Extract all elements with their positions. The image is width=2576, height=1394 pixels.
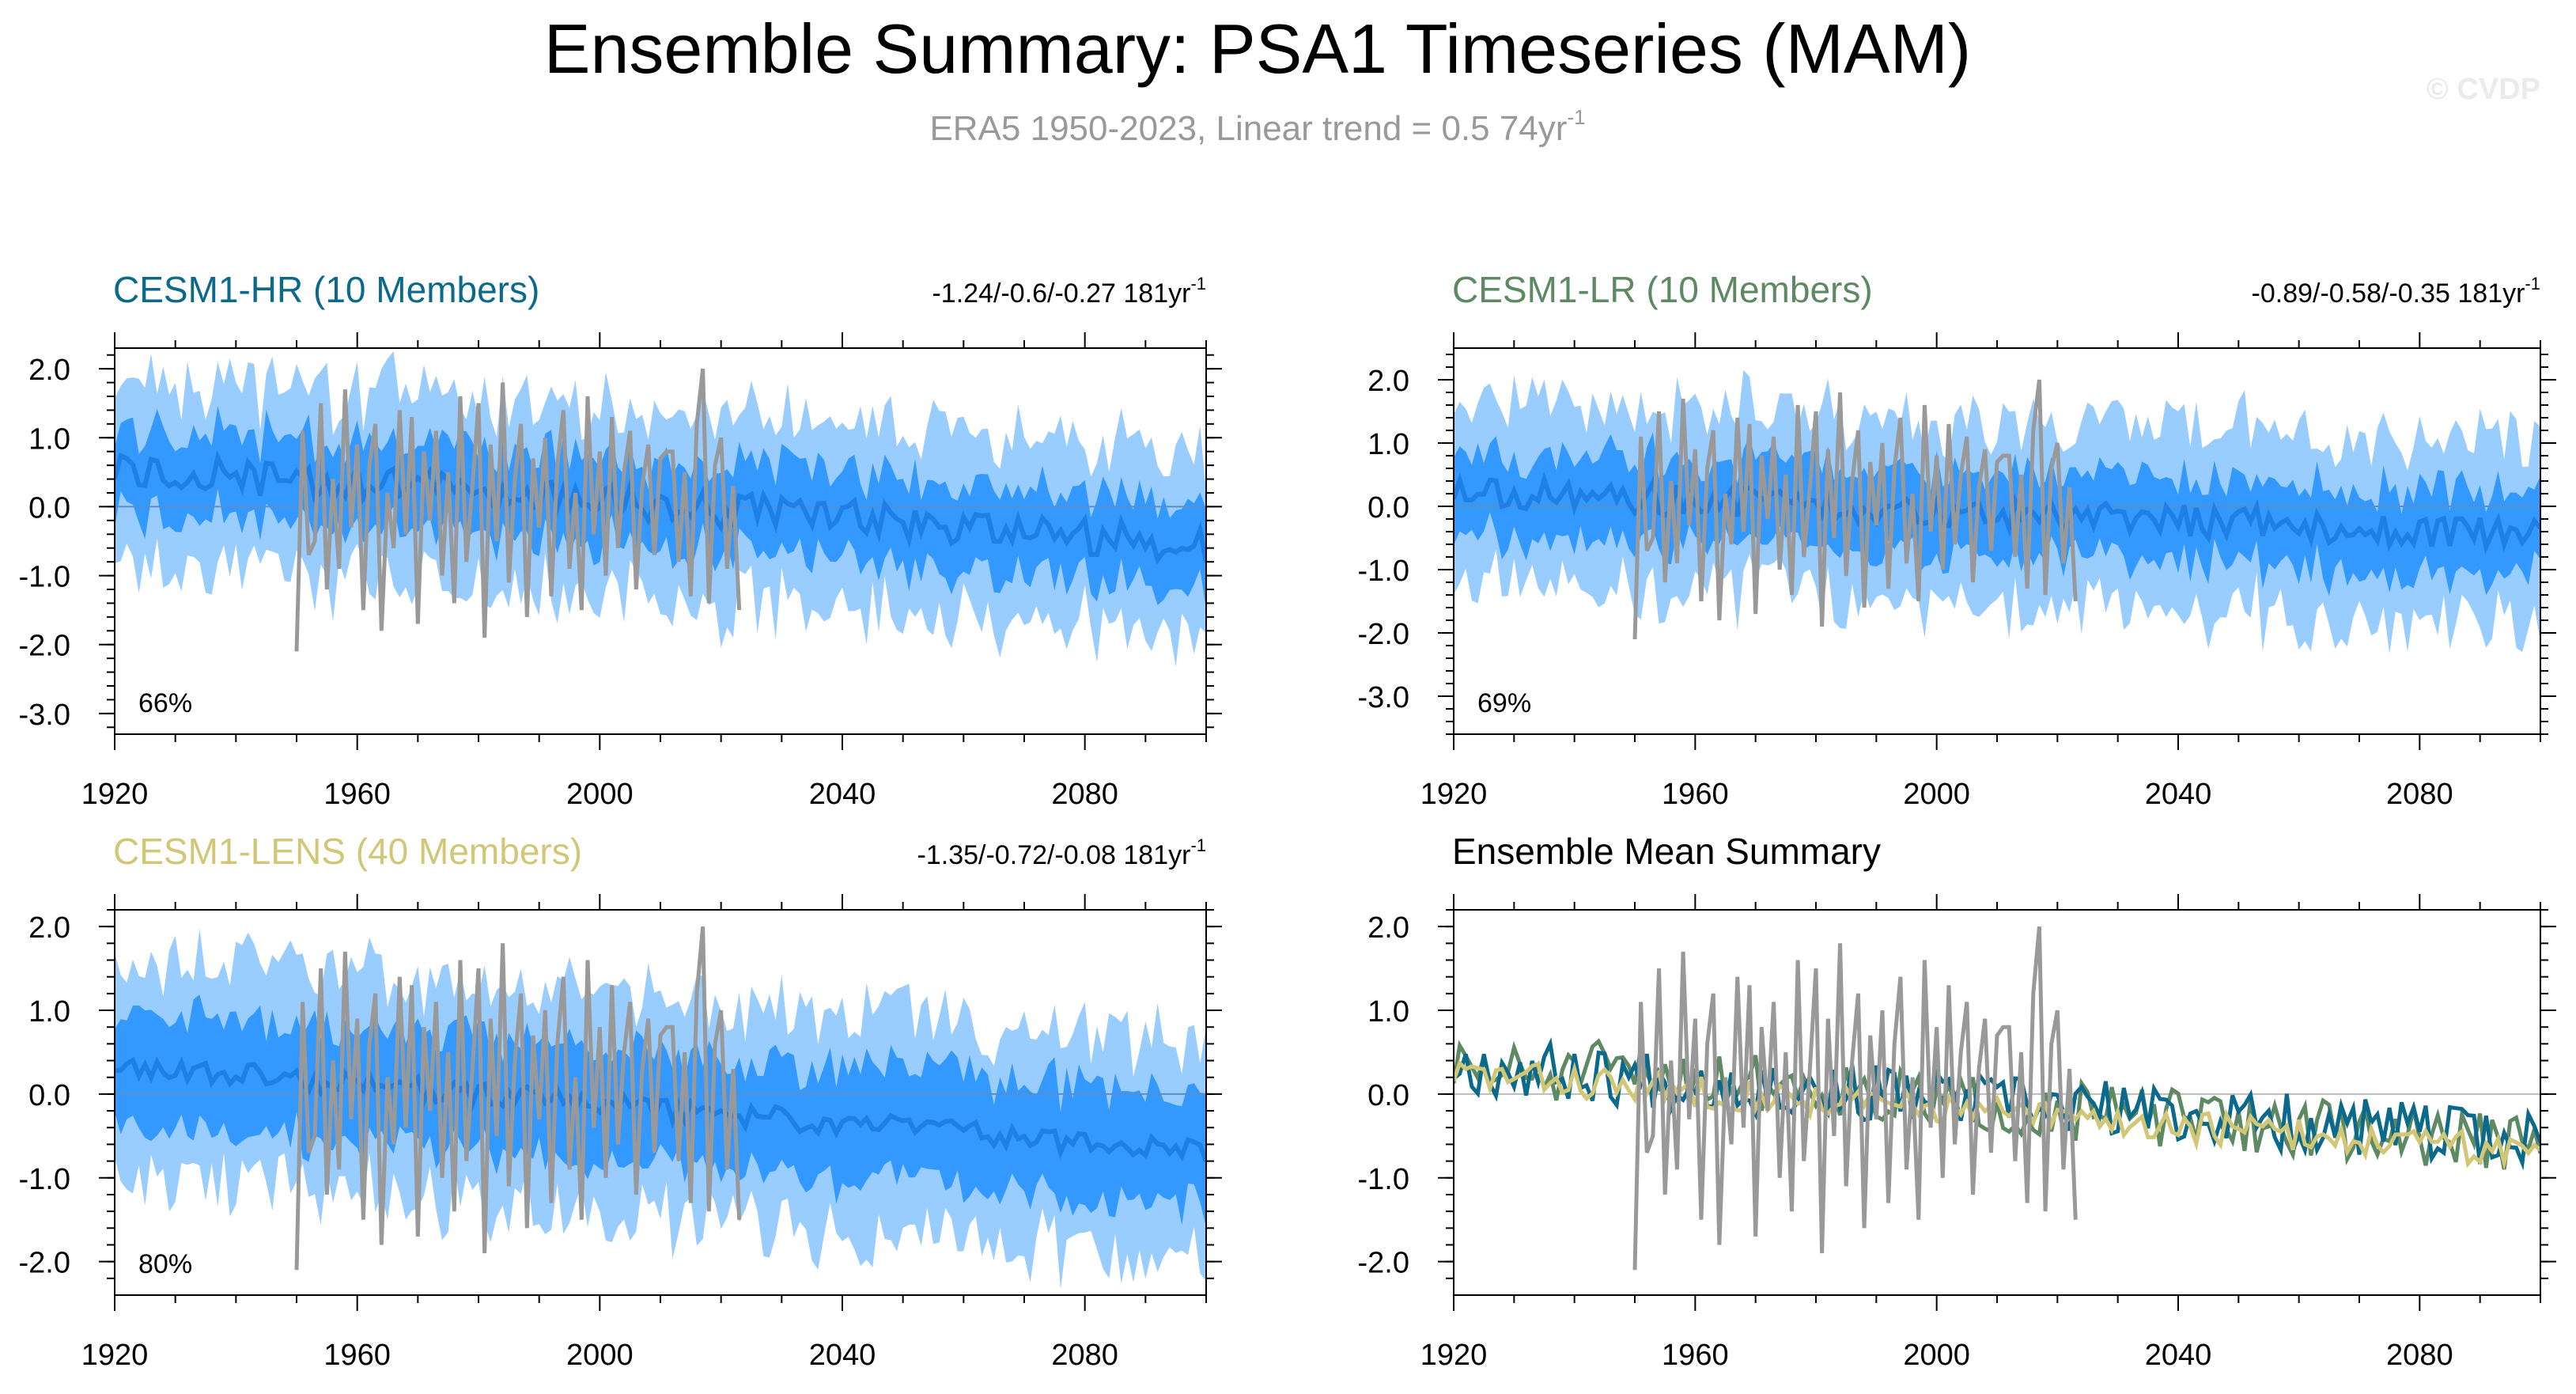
x-tick-label: 2000 — [566, 778, 634, 811]
x-tick-label: 2040 — [2145, 1339, 2212, 1372]
y-tick-label: 2.0 — [28, 911, 70, 945]
percent-label: 80% — [138, 1249, 192, 1279]
x-tick-label: 2080 — [2386, 1339, 2453, 1372]
y-tick-label: 0.0 — [28, 491, 70, 525]
y-tick-label: -1.0 — [19, 1163, 70, 1196]
trend-text: -1.35/-0.72/-0.08 181yr — [917, 840, 1191, 870]
obs-era5-line — [294, 926, 742, 1271]
y-tick-label: 2.0 — [1367, 911, 1409, 945]
trend-label: -1.35/-0.72/-0.08 181yr-1 — [917, 835, 1206, 870]
figure-subtitle: ERA5 1950-2023, Linear trend = 0.5 74yr-… — [929, 105, 1585, 148]
y-tick-label: -3.0 — [1358, 681, 1409, 714]
y-tick-label: 0.0 — [28, 1079, 70, 1112]
x-tick-label: 1960 — [1662, 1339, 1729, 1372]
obs-era5-line — [294, 368, 742, 652]
x-tick-label: 2000 — [1903, 778, 1970, 811]
panel-title: CESM1-LENS (40 Members) — [113, 831, 582, 872]
subtitle-sup: -1 — [1567, 105, 1585, 129]
y-tick-label: 1.0 — [28, 422, 70, 456]
plot-area — [1454, 926, 2540, 1271]
y-tick-label: 0.0 — [1367, 491, 1409, 525]
x-tick-label: 1960 — [1662, 778, 1729, 811]
trend-sup: -1 — [1190, 274, 1206, 294]
inner-spread-band — [115, 406, 1206, 609]
trend-label: -1.24/-0.6/-0.27 181yr-1 — [932, 274, 1206, 309]
percent-label: 69% — [1477, 688, 1531, 718]
figure-title: Ensemble Summary: PSA1 Timeseries (MAM) — [544, 9, 1971, 88]
y-tick-label: 2.0 — [1367, 365, 1409, 398]
y-tick-label: -1.0 — [1358, 1163, 1409, 1196]
x-tick-label: 2080 — [2386, 778, 2453, 811]
ensemble-mean-line — [115, 450, 1206, 565]
x-tick-label: 2000 — [1903, 1339, 1970, 1372]
panel-lr: 2.0 1.0 0.0 -1.0 -2.0 -3.0 1920 1960 2000 2040 208… — [1358, 269, 2556, 811]
x-tick-label: 2080 — [1051, 1339, 1118, 1372]
y-tick-label: 1.0 — [1367, 995, 1409, 1028]
obs-era5-line — [1632, 926, 2078, 1271]
y-tick-label: -2.0 — [1358, 618, 1409, 651]
y-tick-label: 1.0 — [1367, 428, 1409, 461]
x-tick-label: 2040 — [809, 778, 876, 811]
ensemble-mean-line — [115, 1055, 1206, 1162]
x-tick-label: 1960 — [323, 778, 391, 811]
x-tick-label: 2080 — [1051, 778, 1118, 811]
trend-text: -0.89/-0.58/-0.35 181yr — [2252, 278, 2525, 309]
subtitle-text: ERA5 1950-2023, Linear trend = 0.5 74yr — [929, 109, 1567, 148]
ensemble-mean-line — [1454, 472, 2540, 555]
x-tick-label: 1920 — [1420, 1339, 1488, 1372]
panels: 2.0 1.0 0.0 -1.0 -2.0 -3.0 1920 1960 2000 2040 208… — [19, 269, 2556, 1372]
plot-area — [115, 351, 1206, 667]
obs-era5-line — [1632, 379, 2078, 640]
trend-text: -1.24/-0.6/-0.27 181yr — [932, 278, 1190, 309]
y-tick-label: -2.0 — [1358, 1247, 1409, 1280]
y-tick-label: -2.0 — [19, 1247, 70, 1280]
trend-label: -0.89/-0.58/-0.35 181yr-1 — [2252, 274, 2540, 309]
y-tick-label: 2.0 — [28, 354, 70, 387]
percent-label: 66% — [138, 688, 192, 718]
trend-sup: -1 — [2525, 274, 2540, 294]
x-tick-label: 1920 — [81, 1339, 149, 1372]
y-tick-label: -3.0 — [19, 699, 70, 732]
x-tick-label: 2040 — [809, 1339, 876, 1372]
panel-hr: 2.0 1.0 0.0 -1.0 -2.0 -3.0 1920 1960 2000 2040 208… — [19, 269, 1222, 811]
panel-title: CESM1-HR (10 Members) — [113, 269, 539, 310]
x-tick-label: 2040 — [2145, 778, 2212, 811]
panel-title: CESM1-LR (10 Members) — [1452, 269, 1873, 310]
panel-summary: 2.0 1.0 0.0 -1.0 -2.0 1920 1960 2000 2040 2080 Ens… — [1358, 831, 2556, 1372]
y-tick-label: -2.0 — [19, 630, 70, 663]
panel-lens: 2.0 1.0 0.0 -1.0 -2.0 1920 1960 2000 2040 2080 CES… — [19, 831, 1222, 1372]
x-tick-label: 2000 — [566, 1339, 634, 1372]
panel-title: Ensemble Mean Summary — [1452, 831, 1881, 872]
y-tick-label: 0.0 — [1367, 1079, 1409, 1112]
plot-area — [1454, 369, 2540, 654]
x-tick-label: 1920 — [1420, 778, 1488, 811]
series-cesm1-lens-line — [1454, 1059, 2540, 1171]
copyright-label: © CVDP — [2427, 73, 2540, 106]
plot-area — [115, 926, 1206, 1290]
x-tick-label: 1960 — [323, 1339, 391, 1372]
y-tick-label: -1.0 — [1358, 555, 1409, 588]
y-tick-label: -1.0 — [19, 561, 70, 594]
inner-spread-band — [115, 994, 1206, 1227]
x-tick-label: 1920 — [81, 778, 149, 811]
y-tick-label: 1.0 — [28, 995, 70, 1028]
series-cesm1-hr-line — [1454, 1037, 2540, 1171]
trend-sup: -1 — [1190, 835, 1206, 855]
inner-spread-band — [1454, 432, 2540, 597]
